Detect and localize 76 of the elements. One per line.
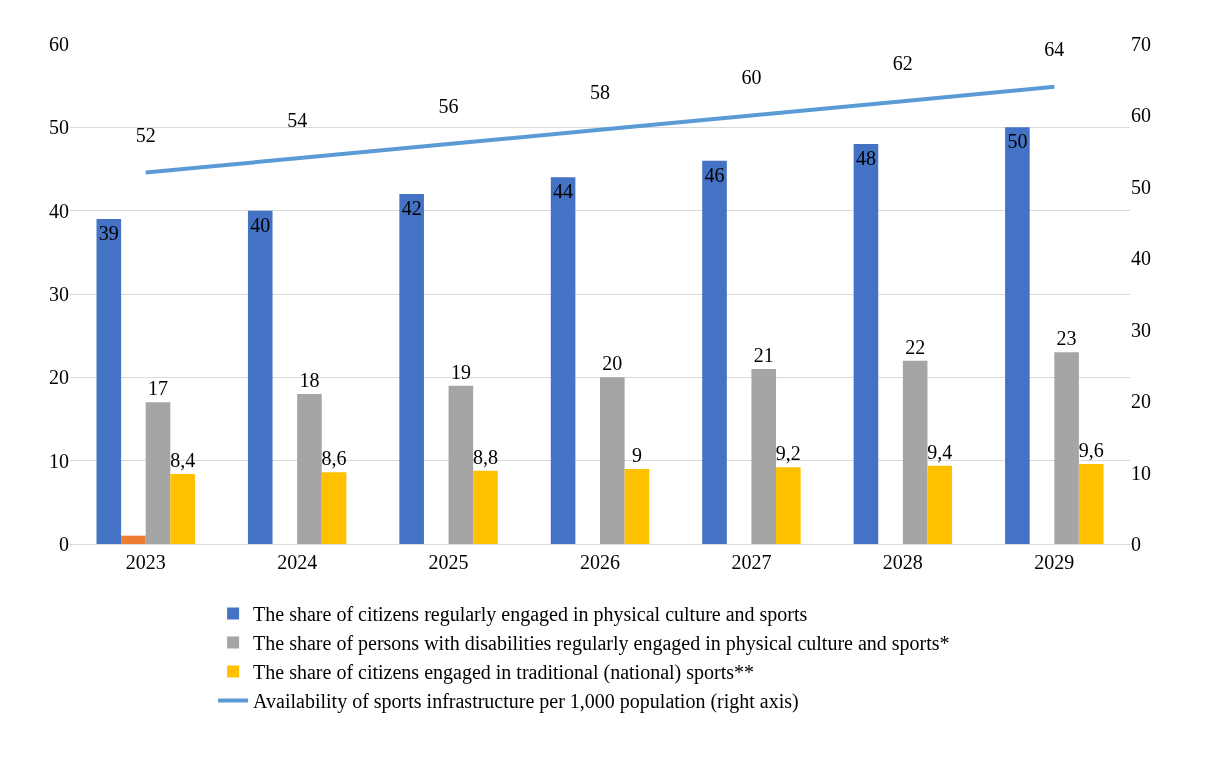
bar (321, 472, 347, 544)
x-tick-label: 2027 (731, 551, 772, 573)
bar (1005, 127, 1030, 544)
y-tick-label: 20 (49, 366, 69, 389)
bar (247, 210, 273, 544)
data-label: 22 (905, 335, 926, 358)
data-label: 62 (892, 52, 913, 75)
data-label: 56 (438, 95, 459, 117)
y2-tick-label: 70 (1131, 33, 1151, 55)
data-label: 20 (602, 352, 623, 375)
y-tick-label: 40 (49, 199, 69, 222)
data-label: 48 (855, 147, 876, 169)
data-label: 39 (98, 222, 119, 244)
bar (776, 467, 801, 544)
bar (96, 219, 122, 544)
x-tick-label: 2029 (1034, 551, 1075, 573)
data-label: 21 (753, 344, 774, 366)
data-label: 23 (1056, 327, 1077, 350)
bar (702, 160, 727, 544)
data-label: 64 (1044, 37, 1065, 60)
y-tick-label: 30 (49, 283, 69, 305)
bar (399, 194, 424, 544)
x-tick-label: 2026 (580, 551, 620, 573)
data-label: 46 (704, 163, 725, 186)
data-label: 9,6 (1078, 439, 1104, 461)
data-label: 44 (553, 180, 574, 203)
bar (170, 474, 195, 544)
legend-label: Availability of sports infrastructure per 1,000 population (right axis) (253, 690, 799, 714)
bar (624, 469, 650, 544)
x-tick-label: 2028 (882, 551, 923, 573)
bar (1054, 352, 1079, 544)
data-label: 50 (1007, 130, 1028, 153)
bar (297, 394, 322, 544)
y-tick-label: 60 (49, 33, 69, 55)
data-label: 58 (590, 80, 610, 103)
x-tick-label: 2023 (125, 551, 166, 573)
y-tick-label: 0 (59, 533, 69, 555)
bar (550, 177, 576, 544)
data-label: 40 (250, 213, 271, 236)
data-label: 19 (450, 360, 471, 383)
bar (448, 385, 474, 544)
data-label: 18 (299, 369, 320, 391)
data-label: 60 (741, 66, 762, 89)
legend-label: The share of citizens engaged in traditional (national) sports** (253, 661, 755, 685)
y2-tick-label: 0 (1131, 533, 1141, 555)
y-tick-label: 10 (49, 449, 69, 472)
data-label: 52 (135, 123, 156, 146)
data-label: 8,8 (472, 445, 498, 468)
y2-tick-label: 20 (1131, 390, 1151, 413)
y2-tick-label: 60 (1131, 104, 1151, 127)
legend-label: The share of persons with disabilities regularly engaged in physical culture and sports* (253, 632, 950, 656)
data-label: 9,2 (775, 442, 801, 465)
y2-tick-label: 10 (1131, 461, 1151, 484)
data-label: 42 (401, 197, 422, 219)
data-label: 17 (148, 377, 169, 400)
bar (1078, 464, 1104, 544)
bar (121, 535, 146, 544)
y2-tick-label: 50 (1131, 175, 1151, 198)
bar (473, 470, 498, 544)
bar (927, 465, 953, 544)
x-tick-label: 2025 (428, 551, 469, 573)
bar (145, 402, 171, 544)
data-label: 54 (287, 109, 308, 132)
x-tick-label: 2024 (277, 551, 318, 573)
legend-label: The share of citizens regularly engaged in physical culture and sports (253, 603, 808, 627)
y2-tick-label: 40 (1131, 247, 1151, 270)
y-tick-label: 50 (49, 116, 69, 139)
data-label: 9 (631, 444, 642, 466)
data-label: 9,4 (927, 440, 953, 463)
data-label: 8,4 (170, 449, 196, 471)
bar (600, 377, 625, 544)
bar (751, 369, 777, 544)
data-label: 8,6 (321, 447, 347, 470)
bar (853, 144, 879, 544)
y2-tick-label: 30 (1131, 318, 1151, 341)
bar (902, 360, 928, 544)
